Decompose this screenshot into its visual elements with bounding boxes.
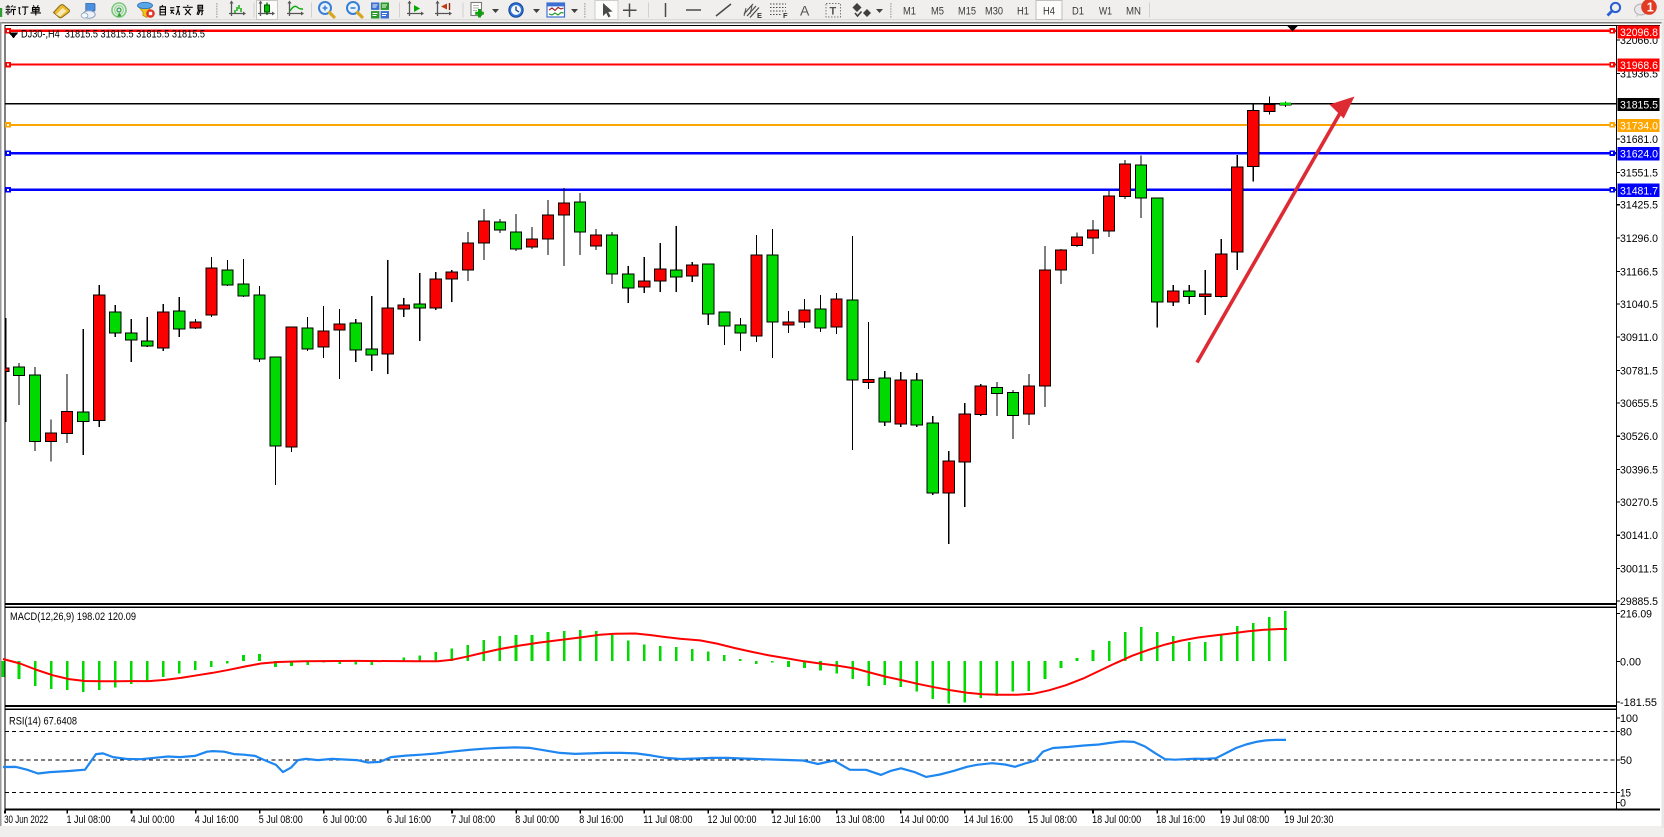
svg-text:M15: M15: [958, 5, 976, 17]
svg-text:31968.6: 31968.6: [1620, 60, 1658, 72]
svg-text:31296.0: 31296.0: [1620, 233, 1658, 245]
svg-text:13 Jul 08:00: 13 Jul 08:00: [836, 814, 885, 826]
svg-text:31166.5: 31166.5: [1620, 266, 1658, 278]
svg-text:D1: D1: [1072, 5, 1084, 17]
svg-text:14 Jul 00:00: 14 Jul 00:00: [900, 814, 949, 826]
svg-text:11 Jul 08:00: 11 Jul 08:00: [643, 814, 692, 826]
svg-text:18 Jul 00:00: 18 Jul 00:00: [1092, 814, 1141, 826]
svg-text:W1: W1: [1099, 5, 1112, 17]
svg-text:7 Jul 08:00: 7 Jul 08:00: [451, 814, 495, 826]
svg-text:19 Jul 20:30: 19 Jul 20:30: [1284, 814, 1333, 826]
svg-text:RSI(14) 67.6408: RSI(14) 67.6408: [9, 716, 77, 728]
svg-text:15 Jul 08:00: 15 Jul 08:00: [1028, 814, 1077, 826]
svg-text:30141.0: 30141.0: [1620, 530, 1658, 542]
svg-text:31815.5: 31815.5: [1620, 99, 1658, 111]
svg-text:31481.7: 31481.7: [1620, 185, 1658, 197]
svg-text:A: A: [800, 3, 810, 19]
svg-text:0: 0: [1620, 797, 1626, 809]
svg-text:F: F: [783, 11, 788, 20]
svg-text:30270.5: 30270.5: [1620, 497, 1658, 509]
svg-text:30911.0: 30911.0: [1620, 332, 1658, 344]
svg-text:216.09: 216.09: [1620, 608, 1652, 620]
svg-text:0.00: 0.00: [1620, 657, 1641, 669]
svg-text:30781.5: 30781.5: [1620, 365, 1658, 377]
svg-text:50: 50: [1620, 755, 1632, 767]
svg-text:30011.5: 30011.5: [1620, 564, 1658, 576]
svg-text:1: 1: [1647, 1, 1654, 15]
svg-text:6 Jul 16:00: 6 Jul 16:00: [387, 814, 431, 826]
svg-text:31734.0: 31734.0: [1620, 120, 1658, 132]
svg-text:12 Jul 00:00: 12 Jul 00:00: [708, 814, 757, 826]
svg-text:31624.0: 31624.0: [1620, 149, 1658, 161]
svg-text:32096.8: 32096.8: [1620, 27, 1658, 39]
svg-text:31425.5: 31425.5: [1620, 200, 1658, 212]
svg-text:8 Jul 16:00: 8 Jul 16:00: [579, 814, 623, 826]
svg-text:H1: H1: [1017, 5, 1029, 17]
svg-text:18 Jul 16:00: 18 Jul 16:00: [1156, 814, 1205, 826]
svg-text:31551.5: 31551.5: [1620, 167, 1658, 179]
svg-text:1 Jul 08:00: 1 Jul 08:00: [67, 814, 111, 826]
svg-text:-181.55: -181.55: [1620, 697, 1657, 709]
svg-text:E: E: [757, 11, 762, 20]
svg-text:M30: M30: [985, 5, 1003, 17]
svg-text:80: 80: [1620, 727, 1632, 739]
svg-text:29885.5: 29885.5: [1620, 596, 1658, 608]
svg-text:M5: M5: [931, 5, 944, 17]
svg-text:M1: M1: [903, 5, 916, 17]
svg-text:MN: MN: [1126, 5, 1141, 17]
svg-text:19 Jul 08:00: 19 Jul 08:00: [1220, 814, 1269, 826]
svg-text:4 Jul 16:00: 4 Jul 16:00: [195, 814, 239, 826]
svg-text:MACD(12,26,9) 198.02 120.09: MACD(12,26,9) 198.02 120.09: [10, 611, 136, 623]
svg-text:100: 100: [1620, 713, 1638, 725]
svg-text:31681.0: 31681.0: [1620, 134, 1658, 146]
svg-text:12 Jul 16:00: 12 Jul 16:00: [772, 814, 821, 826]
svg-text:5 Jul 08:00: 5 Jul 08:00: [259, 814, 303, 826]
svg-text:30655.5: 30655.5: [1620, 398, 1658, 410]
svg-text:DJ30-,H4 31815.5 31815.5 3181: DJ30-,H4 31815.5 31815.5 31815.5 31815.5: [21, 28, 205, 40]
svg-text:14 Jul 16:00: 14 Jul 16:00: [964, 814, 1013, 826]
svg-text:8 Jul 00:00: 8 Jul 00:00: [515, 814, 559, 826]
svg-text:H4: H4: [1043, 5, 1055, 17]
svg-text:30 Jun 2022: 30 Jun 2022: [4, 814, 48, 826]
svg-text:6 Jul 00:00: 6 Jul 00:00: [323, 814, 367, 826]
svg-text:31040.5: 31040.5: [1620, 299, 1658, 311]
svg-text:30526.0: 30526.0: [1620, 431, 1658, 443]
svg-text:30396.5: 30396.5: [1620, 465, 1658, 477]
svg-text:T: T: [830, 6, 837, 18]
svg-text:4 Jul 00:00: 4 Jul 00:00: [131, 814, 175, 826]
